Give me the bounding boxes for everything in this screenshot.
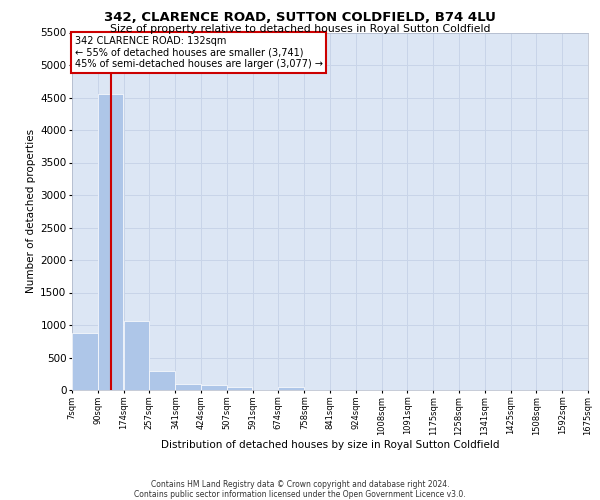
Bar xyxy=(98,94,124,390)
Text: Size of property relative to detached houses in Royal Sutton Coldfield: Size of property relative to detached ho… xyxy=(110,24,490,34)
X-axis label: Distribution of detached houses by size in Royal Sutton Coldfield: Distribution of detached houses by size … xyxy=(161,440,499,450)
Bar xyxy=(227,387,253,390)
Text: 342, CLARENCE ROAD, SUTTON COLDFIELD, B74 4LU: 342, CLARENCE ROAD, SUTTON COLDFIELD, B7… xyxy=(104,11,496,24)
Text: 342 CLARENCE ROAD: 132sqm
← 55% of detached houses are smaller (3,741)
45% of se: 342 CLARENCE ROAD: 132sqm ← 55% of detac… xyxy=(74,36,323,70)
Bar xyxy=(175,384,201,390)
Bar xyxy=(278,387,304,390)
Bar xyxy=(124,321,149,390)
Text: Contains HM Land Registry data © Crown copyright and database right 2024.
Contai: Contains HM Land Registry data © Crown c… xyxy=(134,480,466,499)
Bar xyxy=(201,385,227,390)
Y-axis label: Number of detached properties: Number of detached properties xyxy=(26,129,36,294)
Bar xyxy=(72,334,98,390)
Bar xyxy=(149,372,175,390)
